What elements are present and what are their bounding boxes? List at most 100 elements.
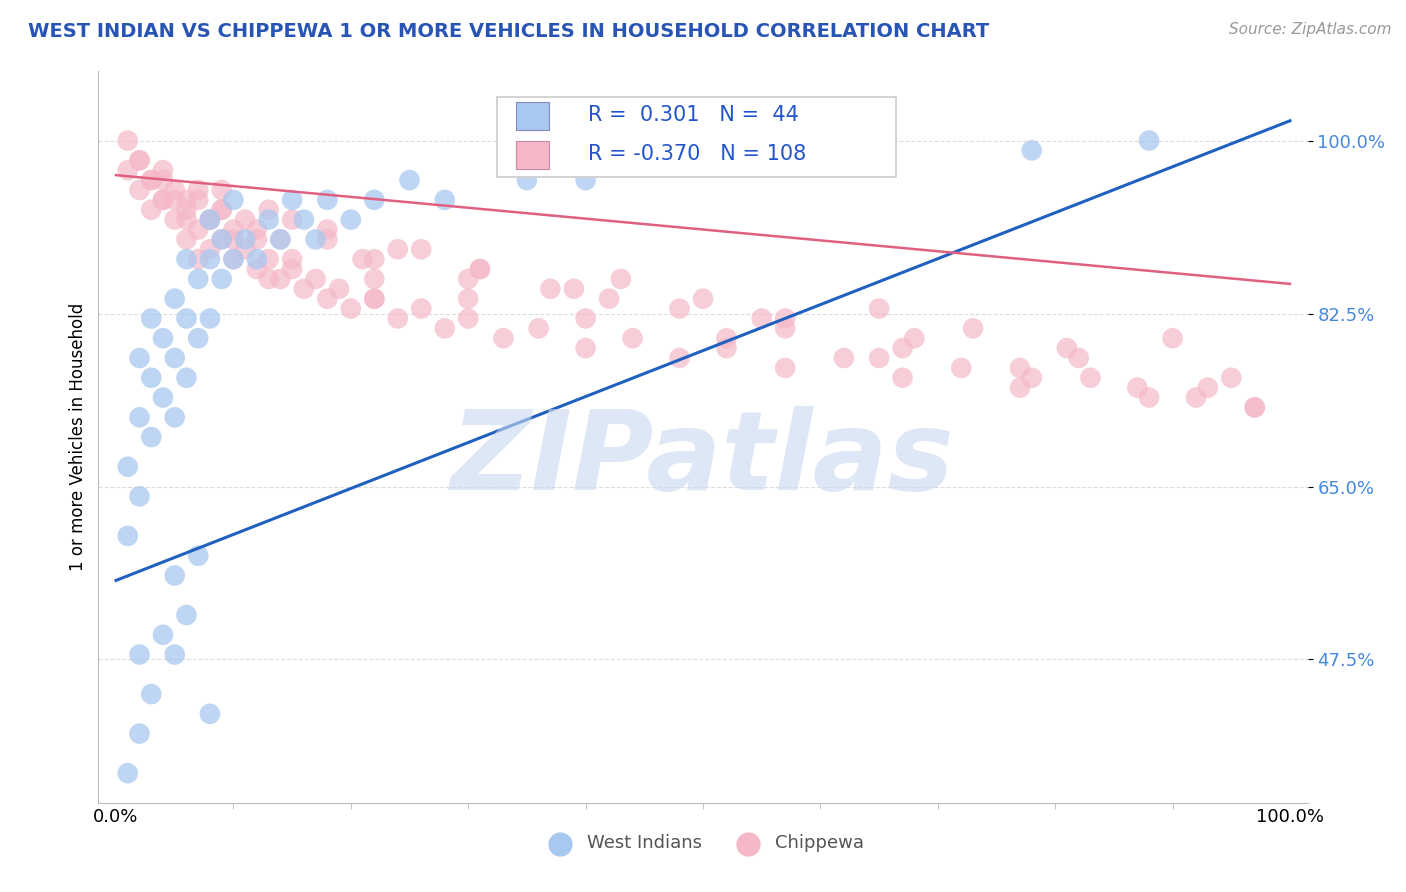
Point: [538, 282, 561, 296]
Point: [211, 232, 233, 246]
Point: [316, 232, 339, 246]
Point: [1080, 371, 1102, 385]
Point: [903, 331, 925, 345]
FancyBboxPatch shape: [498, 97, 897, 178]
Text: WEST INDIAN VS CHIPPEWA 1 OR MORE VEHICLES IN HOUSEHOLD CORRELATION CHART: WEST INDIAN VS CHIPPEWA 1 OR MORE VEHICL…: [28, 22, 990, 41]
Point: [128, 153, 150, 168]
Point: [222, 252, 245, 267]
Point: [1220, 371, 1243, 385]
Point: [233, 212, 256, 227]
Text: Source: ZipAtlas.com: Source: ZipAtlas.com: [1229, 22, 1392, 37]
Point: [141, 202, 163, 217]
Point: [257, 202, 280, 217]
Point: [128, 489, 150, 503]
Point: [773, 321, 796, 335]
Point: [1243, 401, 1265, 415]
Point: [128, 726, 150, 740]
Point: [163, 292, 186, 306]
Point: [868, 153, 890, 168]
Point: [1243, 401, 1265, 415]
Point: [187, 252, 209, 267]
Point: [176, 193, 198, 207]
Point: [304, 232, 326, 246]
FancyBboxPatch shape: [516, 102, 550, 130]
Point: [363, 193, 385, 207]
Point: [1161, 331, 1184, 345]
Point: [211, 202, 233, 217]
Point: [187, 183, 209, 197]
Point: [1137, 134, 1160, 148]
Point: [457, 311, 479, 326]
Point: [363, 272, 385, 286]
Point: [211, 202, 233, 217]
Point: [950, 360, 973, 375]
Point: [176, 232, 198, 246]
Point: [575, 173, 598, 187]
Point: [269, 272, 291, 286]
Point: [198, 212, 221, 227]
Point: [222, 232, 245, 246]
Point: [117, 529, 139, 543]
Point: [1021, 144, 1043, 158]
Point: [211, 232, 233, 246]
Point: [117, 134, 139, 148]
Point: [176, 607, 198, 622]
Point: [363, 292, 385, 306]
Point: [198, 242, 221, 256]
Point: [233, 232, 256, 246]
Point: [773, 360, 796, 375]
Point: [468, 262, 491, 277]
Point: [163, 648, 186, 662]
Point: [575, 341, 598, 355]
Point: [198, 212, 221, 227]
Point: [891, 341, 914, 355]
Point: [187, 272, 209, 286]
Point: [152, 193, 174, 207]
Point: [433, 193, 456, 207]
Text: ZIPatlas: ZIPatlas: [451, 406, 955, 513]
Point: [246, 262, 269, 277]
Point: [1137, 391, 1160, 405]
Point: [328, 282, 350, 296]
Text: R = -0.370   N = 108: R = -0.370 N = 108: [588, 144, 807, 164]
Point: [187, 222, 209, 236]
Point: [163, 193, 186, 207]
Point: [152, 628, 174, 642]
Point: [198, 706, 221, 721]
Point: [198, 212, 221, 227]
Point: [457, 272, 479, 286]
Point: [1126, 381, 1149, 395]
Point: [257, 212, 280, 227]
Text: R =  0.301   N =  44: R = 0.301 N = 44: [588, 105, 799, 125]
FancyBboxPatch shape: [516, 141, 550, 169]
Point: [610, 272, 633, 286]
Point: [176, 311, 198, 326]
Point: [433, 321, 456, 335]
Point: [751, 311, 773, 326]
Point: [891, 371, 914, 385]
Point: [692, 292, 714, 306]
Point: [163, 183, 186, 197]
Point: [141, 311, 163, 326]
Point: [187, 331, 209, 345]
Point: [387, 311, 409, 326]
Point: [387, 242, 409, 256]
Point: [281, 193, 304, 207]
Point: [1021, 371, 1043, 385]
Point: [233, 242, 256, 256]
Point: [281, 212, 304, 227]
Point: [562, 282, 585, 296]
Point: [269, 232, 291, 246]
Legend: West Indians, Chippewa: West Indians, Chippewa: [536, 827, 870, 860]
Point: [163, 351, 186, 365]
Point: [128, 153, 150, 168]
Point: [868, 301, 890, 316]
Point: [152, 173, 174, 187]
Point: [281, 252, 304, 267]
Point: [141, 371, 163, 385]
Point: [516, 173, 538, 187]
Point: [117, 459, 139, 474]
Point: [668, 301, 690, 316]
Point: [222, 193, 245, 207]
Point: [363, 292, 385, 306]
